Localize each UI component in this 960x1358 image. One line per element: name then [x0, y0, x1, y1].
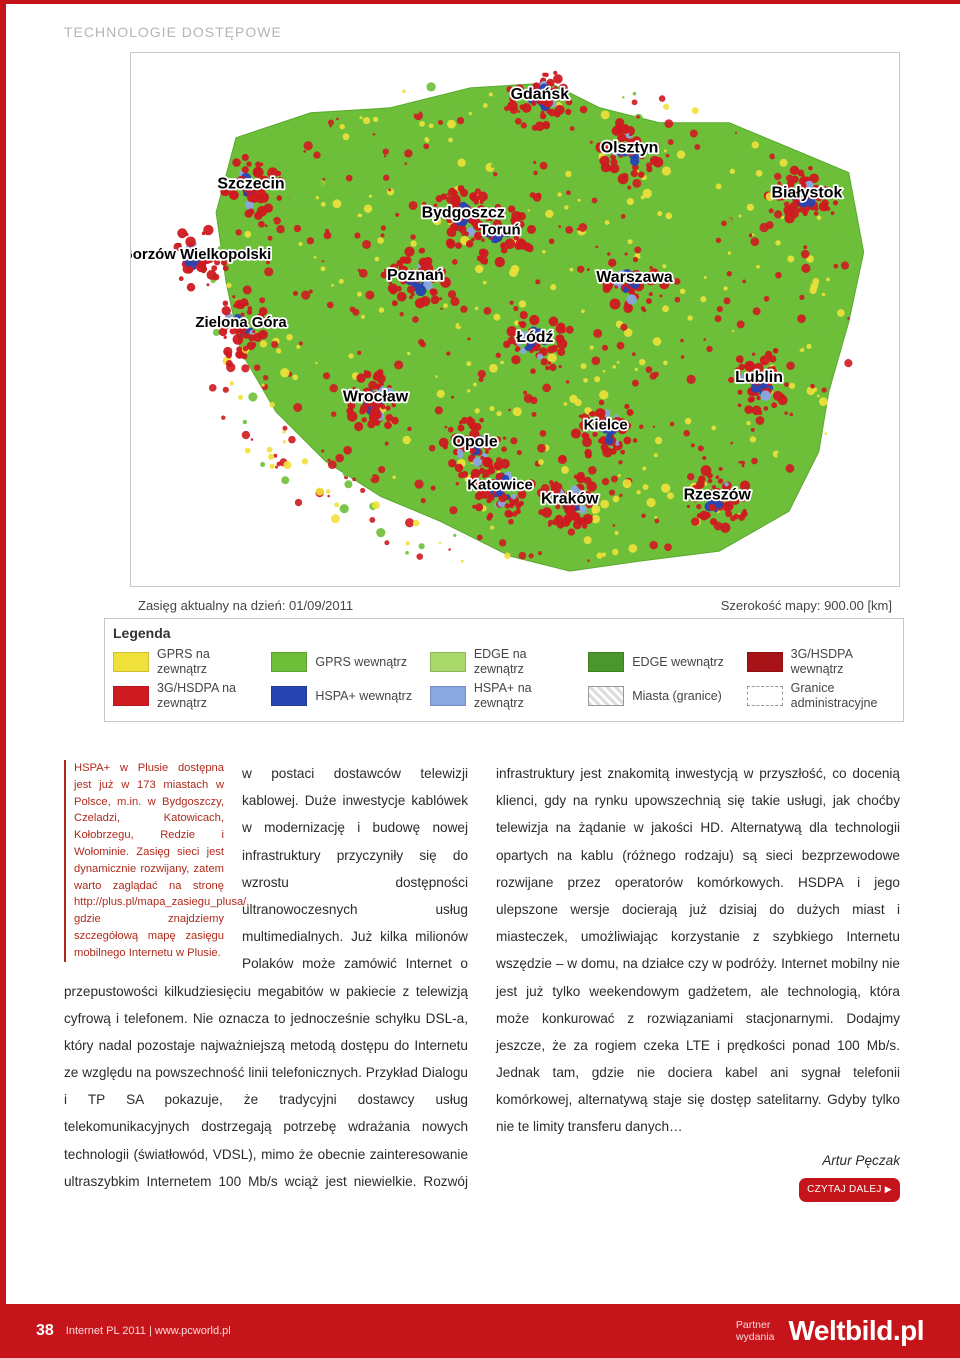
- poland-outline: [216, 83, 864, 571]
- city-label: Rzeszów: [684, 486, 752, 503]
- partner-label-line2: wydania: [736, 1331, 775, 1343]
- city-label: Kraków: [541, 490, 599, 507]
- map-meta-width: Szerokość mapy: 900.00 [km]: [721, 598, 892, 613]
- city-label: Gdańsk: [511, 86, 570, 103]
- footer-right: Partner wydania Weltbild.pl: [736, 1315, 924, 1347]
- legend-item: Miasta (granice): [588, 679, 736, 713]
- chevron-right-icon: ▶: [885, 1184, 892, 1194]
- read-more-button[interactable]: CZYTAJ DALEJ ▶: [799, 1178, 900, 1202]
- legend-swatch: [430, 652, 466, 672]
- legend-row-2: 3G/HSDPA na zewnątrz HSPA+ wewnątrz HSPA+ …: [113, 679, 895, 713]
- legend-item: HSPA+ wewnątrz: [271, 679, 419, 713]
- article-author: Artur Pęczak: [496, 1147, 900, 1174]
- section-label: TECHNOLOGIE DOSTĘPOWE: [64, 24, 282, 40]
- city-label: Poznań: [387, 267, 444, 284]
- legend-label: EDGE na zewnątrz: [474, 647, 578, 677]
- article: HSPA+ w Plusie dostępna jest już w 173 m…: [64, 760, 900, 1202]
- page-red-edge: [0, 0, 6, 1358]
- sponsor-brand: Weltbild: [788, 1315, 892, 1346]
- page-number: 38: [36, 1322, 54, 1340]
- legend-item: EDGE na zewnątrz: [430, 645, 578, 679]
- legend-label: GPRS wewnątrz: [315, 655, 407, 670]
- legend-swatch: [113, 686, 149, 706]
- city-label: Wrocław: [343, 389, 409, 406]
- legend-swatch: [113, 652, 149, 672]
- legend-swatch: [747, 686, 783, 706]
- read-more-label: CZYTAJ DALEJ: [807, 1184, 882, 1195]
- partner-label: Partner wydania: [736, 1319, 775, 1343]
- page-red-top: [0, 0, 960, 4]
- map-meta-bar: Zasięg aktualny na dzień: 01/09/2011 Sze…: [130, 592, 900, 615]
- legend-title: Legenda: [113, 625, 895, 641]
- legend-item: GPRS na zewnątrz: [113, 645, 261, 679]
- city-label: Lublin: [735, 369, 783, 386]
- city-label: Szczecin: [217, 175, 284, 192]
- article-body: HSPA+ w Plusie dostępna jest już w 173 m…: [64, 760, 900, 1202]
- legend-swatch: [588, 652, 624, 672]
- legend-label: GPRS na zewnątrz: [157, 647, 261, 677]
- legend-label: HSPA+ wewnątrz: [315, 689, 412, 704]
- map-svg: Gdańsk Olsztyn Szczecin BydgoszczToruń Biały…: [131, 53, 899, 586]
- footer-meta: Internet PL 2011 | www.pcworld.pl: [66, 1325, 231, 1337]
- page-footer: 38 Internet PL 2011 | www.pcworld.pl Par…: [0, 1304, 960, 1358]
- city-label: Olsztyn: [601, 140, 659, 157]
- city-label: Warszawa: [596, 269, 673, 286]
- city-label: Katowice: [467, 476, 533, 493]
- legend-label: Miasta (granice): [632, 689, 722, 704]
- city-label: Zielona Góra: [195, 314, 287, 331]
- legend: Legenda GPRS na zewnątrz GPRS wewnątrz EDG…: [104, 618, 904, 722]
- coverage-map: Gdańsk Olsztyn Szczecin BydgoszczToruń Biały…: [130, 52, 900, 587]
- legend-swatch: [588, 686, 624, 706]
- legend-swatch: [747, 652, 783, 672]
- partner-label-line1: Partner: [736, 1319, 775, 1331]
- legend-item: 3G/HSDPA wewnątrz: [747, 645, 895, 679]
- city-label: Kielce: [584, 417, 628, 434]
- city-label: Łódź: [516, 329, 553, 346]
- sponsor-logo: Weltbild.pl: [788, 1315, 924, 1347]
- sponsor-suffix: .pl: [893, 1315, 924, 1346]
- legend-row-1: GPRS na zewnątrz GPRS wewnątrz EDGE na zew…: [113, 645, 895, 679]
- legend-label: Granice administracyjne: [791, 681, 895, 711]
- legend-item: 3G/HSDPA na zewnątrz: [113, 679, 261, 713]
- legend-label: HSPA+ na zewnątrz: [474, 681, 578, 711]
- city-label: Bydgoszcz: [422, 204, 505, 221]
- legend-swatch: [271, 686, 307, 706]
- legend-swatch: [271, 652, 307, 672]
- city-label: Opole: [453, 434, 498, 451]
- legend-item: GPRS wewnątrz: [271, 645, 419, 679]
- sidebar-note: HSPA+ w Plusie dostępna jest już w 173 m…: [64, 760, 224, 962]
- legend-item: Granice administracyjne: [747, 679, 895, 713]
- city-label: Toruń: [479, 221, 520, 238]
- legend-label: 3G/HSDPA na zewnątrz: [157, 681, 261, 711]
- legend-swatch: [430, 686, 466, 706]
- map-meta-date: Zasięg aktualny na dzień: 01/09/2011: [138, 598, 353, 613]
- city-label: Białystok: [771, 184, 842, 201]
- legend-label: 3G/HSDPA wewnątrz: [791, 647, 895, 677]
- legend-item: HSPA+ na zewnątrz: [430, 679, 578, 713]
- city-label: Gorzów Wielkopolski: [131, 246, 271, 263]
- legend-label: EDGE wewnątrz: [632, 655, 724, 670]
- legend-item: EDGE wewnątrz: [588, 645, 736, 679]
